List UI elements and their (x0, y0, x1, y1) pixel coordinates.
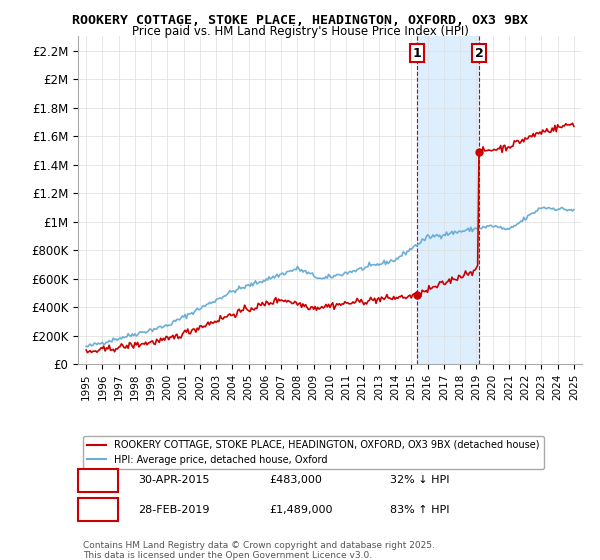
Text: 32% ↓ HPI: 32% ↓ HPI (391, 475, 450, 486)
Text: Contains HM Land Registry data © Crown copyright and database right 2025.
This d: Contains HM Land Registry data © Crown c… (83, 541, 435, 560)
Text: £483,000: £483,000 (269, 475, 322, 486)
FancyBboxPatch shape (78, 498, 118, 521)
Text: 30-APR-2015: 30-APR-2015 (139, 475, 210, 486)
Legend: ROOKERY COTTAGE, STOKE PLACE, HEADINGTON, OXFORD, OX3 9BX (detached house), HPI:: ROOKERY COTTAGE, STOKE PLACE, HEADINGTON… (83, 436, 544, 469)
Bar (416, 36, 479, 364)
Text: ROOKERY COTTAGE, STOKE PLACE, HEADINGTON, OXFORD, OX3 9BX: ROOKERY COTTAGE, STOKE PLACE, HEADINGTON… (72, 14, 528, 27)
Text: 1: 1 (412, 47, 421, 60)
Text: 28-FEB-2019: 28-FEB-2019 (139, 505, 210, 515)
Text: 2: 2 (475, 47, 484, 60)
Text: 83% ↑ HPI: 83% ↑ HPI (391, 505, 450, 515)
Text: 2: 2 (94, 503, 103, 516)
Text: 1: 1 (94, 474, 103, 487)
Text: Price paid vs. HM Land Registry's House Price Index (HPI): Price paid vs. HM Land Registry's House … (131, 25, 469, 38)
Text: £1,489,000: £1,489,000 (269, 505, 333, 515)
FancyBboxPatch shape (78, 469, 118, 492)
